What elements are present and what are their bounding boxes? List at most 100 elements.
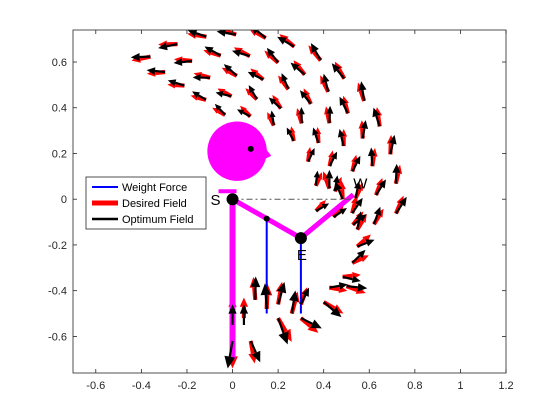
optimum-field-arrow bbox=[248, 85, 258, 100]
optimum-field-arrow bbox=[167, 79, 185, 87]
optimum-field-arrow bbox=[130, 53, 151, 62]
optimum-field-arrow bbox=[216, 30, 237, 37]
optimum-field-arrow bbox=[372, 206, 381, 225]
optimum-field-arrow bbox=[277, 317, 289, 345]
plot-area: S E W bbox=[130, 30, 407, 369]
x-tick-label: 1 bbox=[457, 380, 463, 392]
y-tick-label: -0.4 bbox=[48, 286, 67, 298]
x-tick-label: 1.2 bbox=[498, 380, 513, 392]
optimum-field-arrow bbox=[250, 276, 261, 300]
upper-arm-marker bbox=[263, 215, 270, 222]
optimum-field-arrow bbox=[298, 107, 305, 124]
x-tick-label: 0.4 bbox=[316, 380, 331, 392]
optimum-field-arrow bbox=[310, 43, 322, 61]
optimum-field-arrow bbox=[187, 30, 207, 38]
optimum-field-arrow bbox=[192, 74, 211, 82]
y-tick-label: -0.2 bbox=[48, 240, 67, 252]
optimum-field-arrow bbox=[342, 275, 361, 283]
optimum-field-arrow bbox=[290, 62, 306, 76]
optimum-field-arrow bbox=[351, 249, 366, 264]
optimum-field-arrow bbox=[268, 97, 282, 110]
y-tick-label: 0.2 bbox=[52, 148, 67, 160]
optimum-field-arrow bbox=[328, 151, 338, 167]
optimum-field-arrow bbox=[281, 73, 290, 90]
optimum-field-arrow bbox=[395, 196, 407, 215]
point-label-w: W bbox=[353, 176, 368, 193]
x-tick-label: 0.2 bbox=[270, 380, 285, 392]
eye bbox=[247, 145, 254, 152]
optimum-field-arrow bbox=[367, 147, 376, 167]
optimum-field-arrow bbox=[329, 282, 348, 290]
optimum-field-arrow bbox=[260, 283, 271, 310]
optimum-field-arrow bbox=[214, 103, 226, 116]
optimum-field-arrow bbox=[313, 170, 320, 186]
optimum-field-arrow bbox=[236, 109, 251, 118]
optimum-field-arrow bbox=[277, 36, 295, 48]
optimum-field-arrow bbox=[312, 127, 320, 144]
x-tick-label: 0 bbox=[229, 380, 235, 392]
optimum-field-arrow bbox=[372, 107, 381, 127]
optimum-field-arrow bbox=[354, 180, 361, 199]
optimum-field-arrow bbox=[204, 46, 222, 57]
optimum-field-arrow bbox=[252, 30, 267, 39]
optimum-field-arrow bbox=[360, 120, 369, 139]
optimum-field-arrow bbox=[300, 317, 322, 329]
optimum-field-arrow bbox=[228, 304, 237, 325]
optimum-field-arrow bbox=[277, 281, 287, 305]
optimum-field-arrow bbox=[158, 42, 178, 51]
optimum-field-arrow bbox=[375, 179, 386, 196]
legend-entry-label: Desired Field bbox=[122, 198, 187, 210]
forearm bbox=[299, 192, 355, 241]
y-tick-label: 0.4 bbox=[52, 103, 67, 115]
optimum-field-arrow bbox=[325, 169, 334, 189]
optimum-field-arrow bbox=[322, 301, 342, 318]
legend: Weight Force Desired Field Optimum Field bbox=[85, 176, 207, 230]
legend-entry-label: Weight Force bbox=[122, 182, 187, 194]
optimum-field-arrow bbox=[247, 71, 264, 81]
optimum-field-arrow bbox=[299, 287, 310, 305]
optimum-field-arrow bbox=[388, 134, 397, 155]
axes: -0.6 -0.4 -0.2 0 0.2 0.4 0.6 0.8 1 1.2 0.6 0.4 0.2 0 -… bbox=[48, 29, 514, 392]
optimum-field-arrow bbox=[331, 63, 346, 80]
optimum-field-arrow bbox=[351, 197, 363, 214]
optimum-field-arrow bbox=[307, 148, 315, 163]
optimum-field-arrow bbox=[356, 239, 375, 248]
optimum-field-arrow bbox=[224, 340, 236, 369]
legend-entry-label: Optimum Field bbox=[122, 214, 194, 226]
optimum-field-arrow bbox=[249, 340, 261, 363]
optimum-field-arrow bbox=[239, 304, 249, 325]
point-label-e: E bbox=[297, 247, 307, 264]
optimum-field-arrow bbox=[289, 290, 299, 314]
optimum-field-arrow bbox=[326, 105, 334, 124]
optimum-field-arrow bbox=[269, 110, 276, 126]
x-tick-label: -0.6 bbox=[86, 380, 105, 392]
x-tick-label: -0.4 bbox=[132, 380, 151, 392]
x-tick-label: 0.6 bbox=[362, 380, 377, 392]
optimum-field-arrow bbox=[315, 203, 330, 212]
optimum-field-arrow bbox=[173, 58, 193, 66]
optimum-field-arrow bbox=[322, 73, 330, 93]
optimum-field-arrow bbox=[146, 67, 166, 75]
optimum-field-arrow bbox=[223, 64, 238, 77]
elbow-joint bbox=[294, 232, 307, 245]
optimum-field-arrow bbox=[335, 182, 344, 200]
x-tick-label: 0.8 bbox=[407, 380, 422, 392]
point-label-s: S bbox=[211, 192, 221, 209]
x-tick-label: -0.2 bbox=[177, 380, 196, 392]
axes-frame bbox=[72, 29, 507, 374]
optimum-field-arrow bbox=[358, 81, 367, 102]
optimum-field-arrow bbox=[339, 96, 349, 114]
optimum-field-arrow bbox=[346, 283, 368, 292]
optimum-field-arrow bbox=[355, 211, 363, 230]
optimum-field-arrow bbox=[351, 155, 361, 172]
nose bbox=[262, 144, 272, 161]
optimum-field-arrow bbox=[192, 91, 207, 101]
y-tick-label: -0.6 bbox=[48, 331, 67, 343]
head bbox=[207, 121, 267, 181]
optimum-field-arrow bbox=[266, 47, 280, 64]
y-tick-label: 0.6 bbox=[52, 57, 67, 69]
optimum-field-arrow bbox=[332, 207, 348, 218]
optimum-field-arrow bbox=[286, 127, 295, 142]
